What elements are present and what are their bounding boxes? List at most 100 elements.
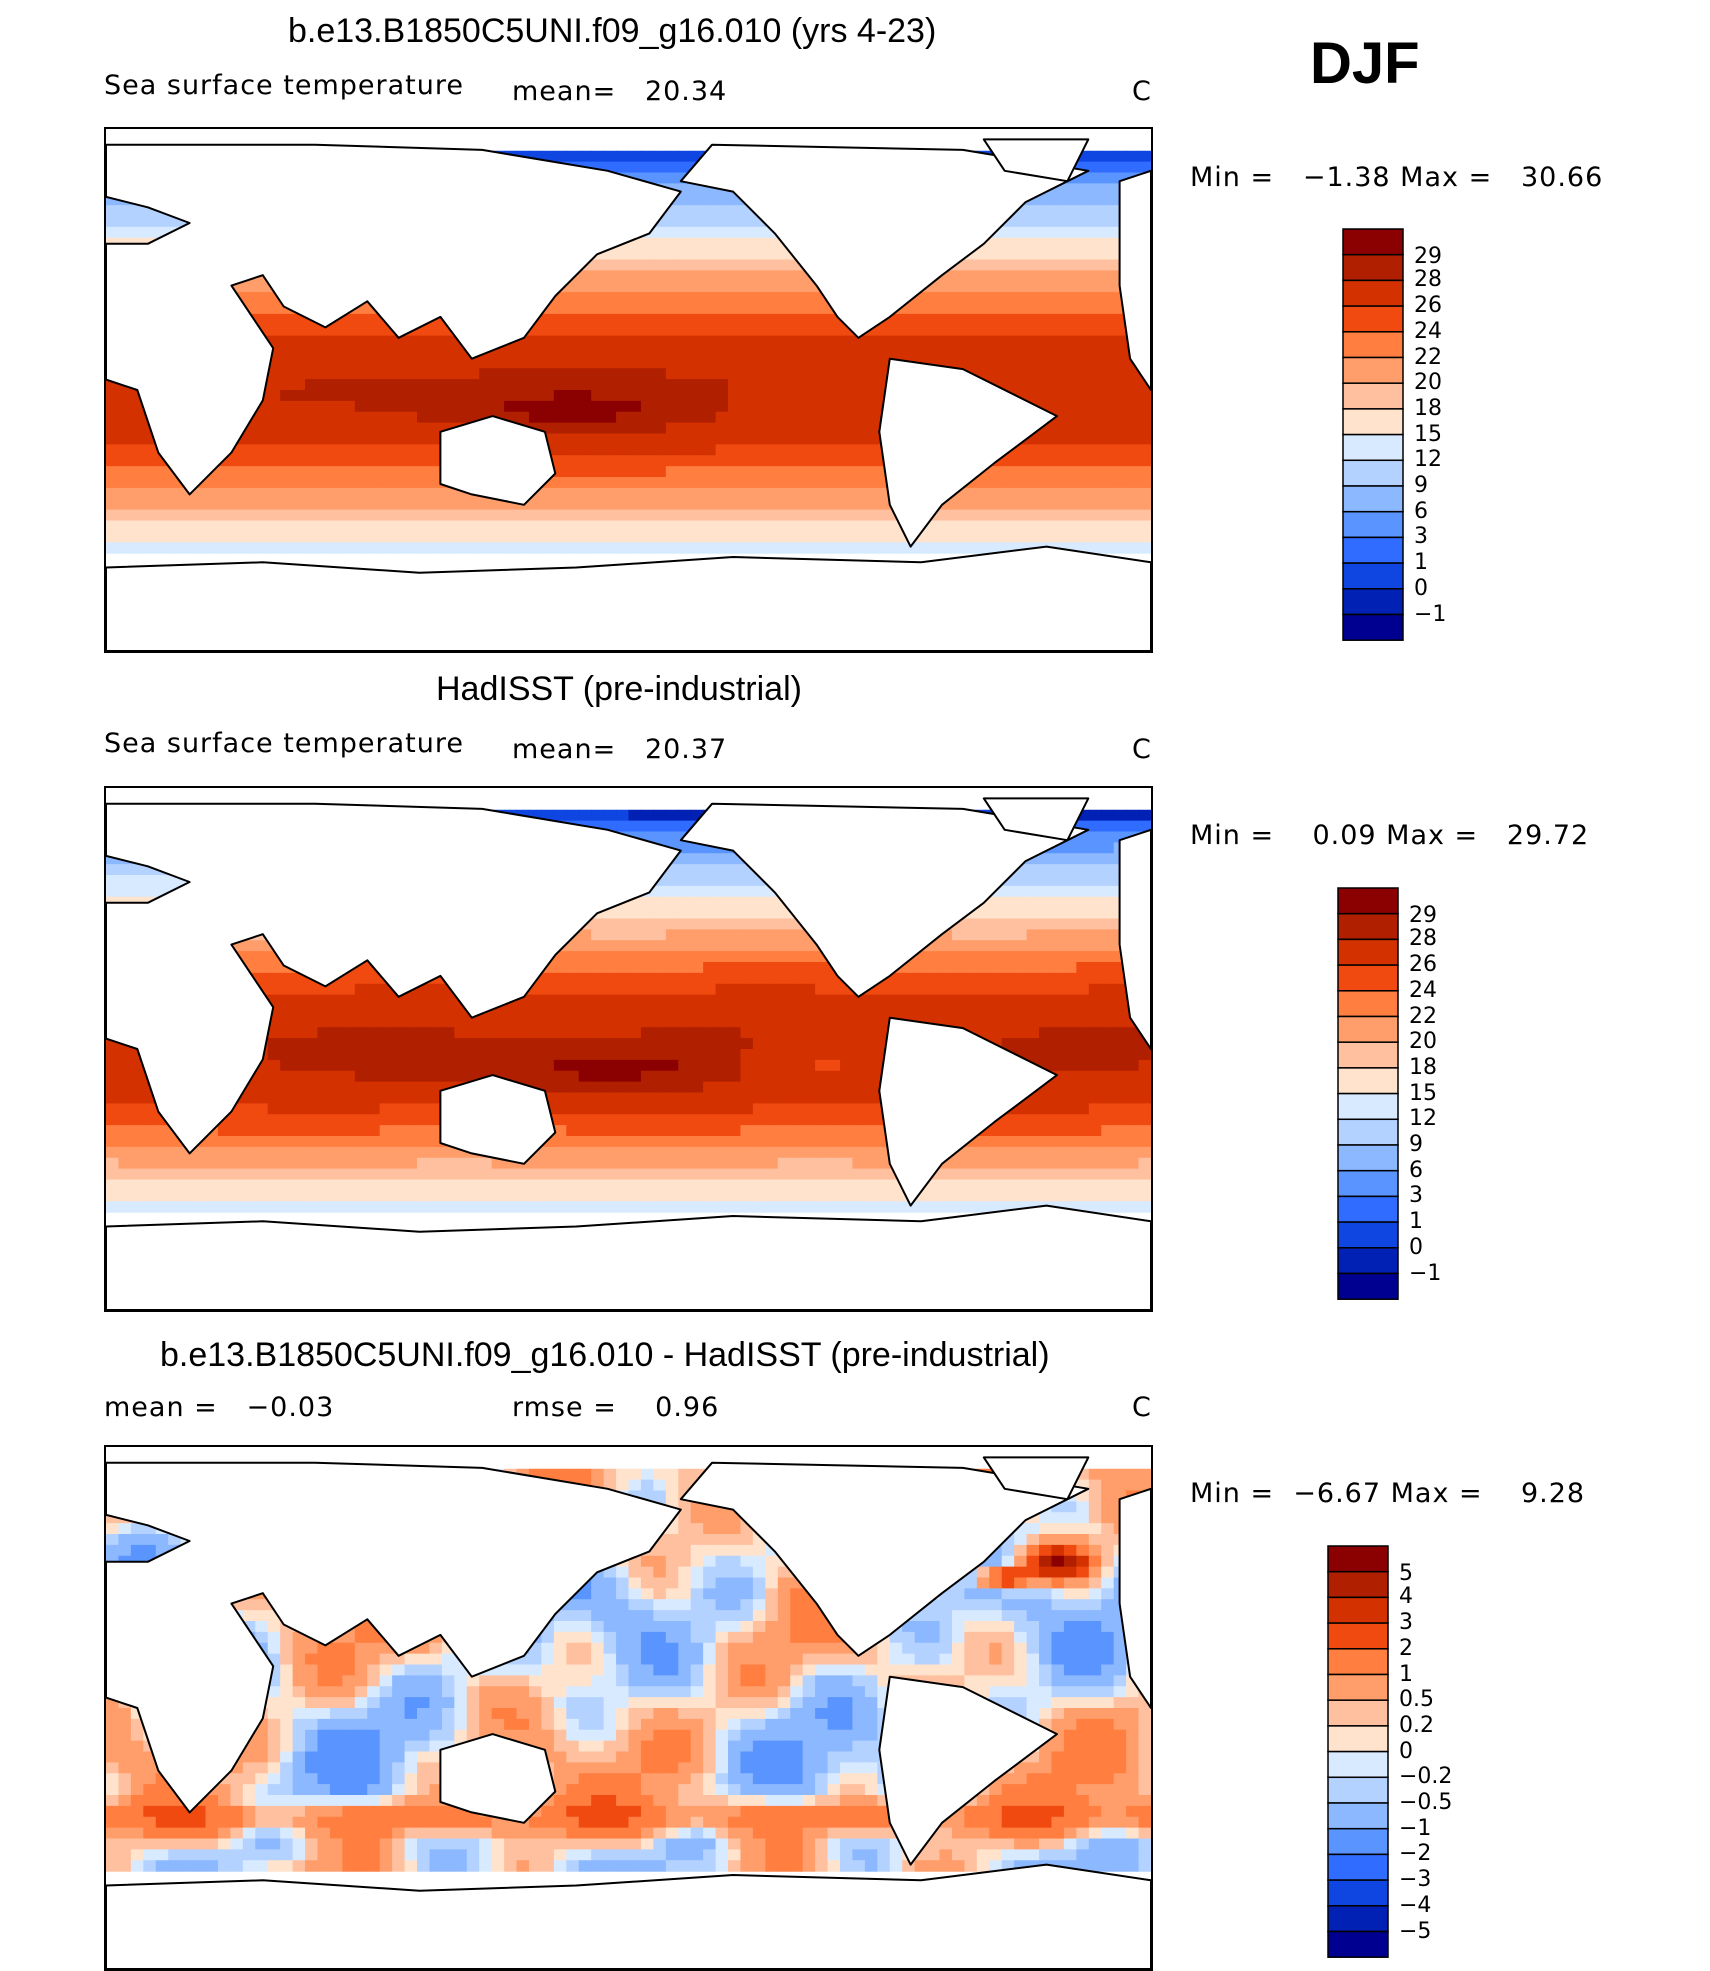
field-cell — [940, 984, 953, 995]
field-cell — [653, 1027, 666, 1038]
field-cell — [616, 357, 629, 368]
field-cell — [653, 173, 666, 184]
field-cell — [728, 897, 741, 908]
field-cell — [765, 984, 778, 995]
field-cell — [778, 260, 791, 271]
field-cell — [143, 216, 156, 227]
field-cell — [877, 347, 890, 358]
field-cell — [355, 1027, 368, 1038]
field-cell — [678, 521, 691, 532]
field-cell — [305, 379, 318, 390]
field-cell — [865, 455, 878, 466]
field-cell — [504, 390, 517, 401]
field-cell — [641, 368, 654, 379]
field-cell — [952, 1006, 965, 1017]
field-cell — [728, 249, 741, 260]
field-cell — [181, 531, 194, 542]
field-cell — [1101, 336, 1114, 347]
field-cell — [504, 510, 517, 521]
field-cell — [1027, 951, 1040, 962]
field-cell — [629, 521, 642, 532]
field-cell — [653, 940, 666, 951]
field-cell — [989, 521, 1002, 532]
panel-2-map — [104, 786, 1153, 1312]
field-cell — [790, 303, 803, 314]
field-cell — [131, 423, 144, 434]
field-cell — [952, 347, 965, 358]
field-cell — [728, 908, 741, 919]
field-cell — [803, 423, 816, 434]
field-cell — [977, 325, 990, 336]
field-cell — [579, 929, 592, 940]
field-cell — [604, 919, 617, 930]
field-cell — [504, 1027, 517, 1038]
field-cell — [890, 347, 903, 358]
field-cell — [666, 897, 679, 908]
field-cell — [616, 466, 629, 477]
field-cell — [828, 521, 841, 532]
field-cell — [703, 908, 716, 919]
field-cell — [790, 962, 803, 973]
field-cell — [280, 1038, 293, 1049]
field-cell — [293, 455, 306, 466]
field-cell — [1064, 1016, 1077, 1027]
field-cell — [1089, 270, 1102, 281]
field-cell — [1126, 444, 1139, 455]
field-cell — [716, 973, 729, 984]
field-cell — [429, 1016, 442, 1027]
field-cell — [865, 995, 878, 1006]
field-cell — [541, 1038, 554, 1049]
field-cell — [1051, 929, 1064, 940]
field-cell — [1101, 455, 1114, 466]
field-cell — [989, 951, 1002, 962]
field-cell — [305, 390, 318, 401]
field-cell — [1101, 832, 1114, 843]
field-cell — [442, 488, 455, 499]
field-cell — [554, 1038, 567, 1049]
field-cell — [1051, 1027, 1064, 1038]
field-cell — [342, 325, 355, 336]
field-cell — [330, 325, 343, 336]
field-cell — [815, 1006, 828, 1017]
field-cell — [964, 281, 977, 292]
field-cell — [902, 973, 915, 984]
field-cell — [653, 499, 666, 510]
field-cell — [765, 466, 778, 477]
field-cell — [915, 542, 928, 553]
field-cell — [355, 973, 368, 984]
field-cell — [1039, 477, 1052, 488]
field-cell — [1076, 379, 1089, 390]
field-cell — [641, 379, 654, 390]
field-cell — [1114, 423, 1127, 434]
field-cell — [579, 962, 592, 973]
field-cell — [293, 357, 306, 368]
field-cell — [268, 477, 281, 488]
field-cell — [1027, 919, 1040, 930]
field-cell — [803, 368, 816, 379]
field-cell — [342, 347, 355, 358]
field-cell — [1014, 510, 1027, 521]
field-cell — [616, 162, 629, 173]
field-cell — [790, 336, 803, 347]
field-cell — [989, 984, 1002, 995]
field-cell — [1101, 357, 1114, 368]
field-cell — [790, 1027, 803, 1038]
field-cell — [840, 401, 853, 412]
field-cell — [268, 499, 281, 510]
field-cell — [392, 1006, 405, 1017]
field-cell — [1027, 897, 1040, 908]
field-cell — [703, 1006, 716, 1017]
field-cell — [616, 249, 629, 260]
field-cell — [778, 401, 791, 412]
field-cell — [641, 270, 654, 281]
field-cell — [740, 929, 753, 940]
field-cell — [629, 821, 642, 832]
field-cell — [293, 542, 306, 553]
field-cell — [566, 510, 579, 521]
field-cell — [230, 510, 243, 521]
field-cell — [554, 444, 567, 455]
field-cell — [852, 499, 865, 510]
field-cell — [367, 542, 380, 553]
field-cell — [305, 510, 318, 521]
field-cell — [703, 531, 716, 542]
